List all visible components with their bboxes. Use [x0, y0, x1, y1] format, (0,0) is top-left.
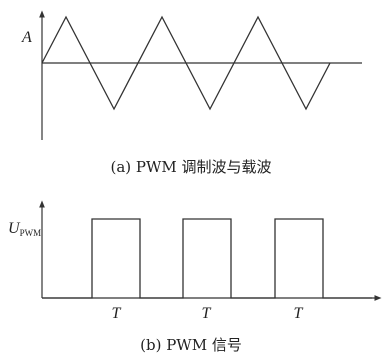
amplitude-label: A [21, 29, 32, 46]
pulse-label-2: T [202, 305, 212, 322]
panel-b: UPWM T T T (b) PWM 信号 [8, 200, 382, 354]
panel-a-caption: (a) PWM 调制波与载波 [110, 158, 271, 176]
pulse-label-3: T [294, 305, 304, 322]
panel-b-y-label-sub: PWM [20, 228, 42, 238]
panel-b-caption: (b) PWM 信号 [140, 336, 242, 354]
panel-a: A (a) PWM 调制波与载波 [21, 10, 362, 176]
pulse-label-1: T [112, 305, 122, 322]
panel-b-y-label-main: U [8, 220, 21, 237]
carrier-triangle-wave [41, 15, 331, 111]
pwm-pulse-train [42, 218, 372, 299]
panel-b-y-label: UPWM [8, 220, 41, 238]
